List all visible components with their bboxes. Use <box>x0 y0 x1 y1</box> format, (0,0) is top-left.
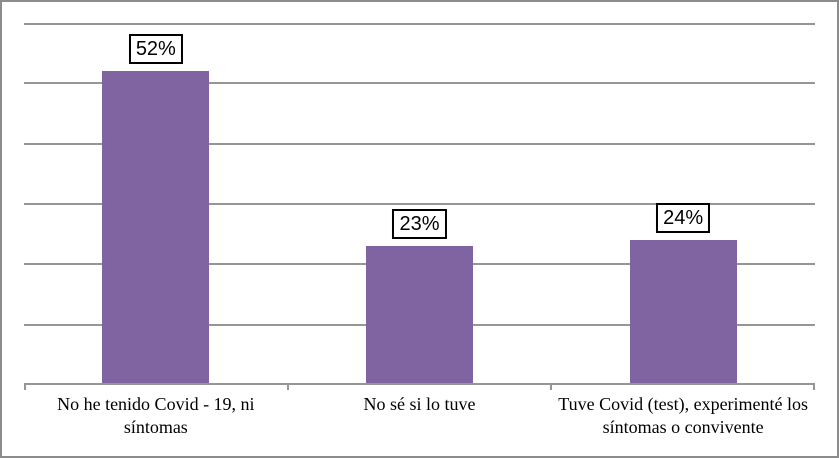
data-label: 24% <box>663 207 704 230</box>
axis-tick <box>286 385 289 390</box>
axis-tick <box>813 385 815 390</box>
bar-no-se: 23% <box>365 209 473 385</box>
gridline <box>24 142 815 145</box>
data-label-box: 52% <box>128 34 183 65</box>
axis-tick <box>24 385 26 390</box>
gridline <box>24 82 815 85</box>
bar-group-no-covid: 52% <box>24 23 288 385</box>
x-axis-line <box>24 383 815 385</box>
gridline <box>24 203 815 205</box>
plot-area: 52% 23% 24% <box>24 23 815 390</box>
data-label: 23% <box>399 213 440 236</box>
bar-no-covid: 52% <box>102 34 210 385</box>
data-label-box: 24% <box>656 203 711 234</box>
bar-tuve-covid: 24% <box>629 203 737 385</box>
x-axis-category-labels: No he tenido Covid - 19, ni síntomas No … <box>24 393 815 439</box>
bar-group-tuve-covid: 24% <box>551 23 815 385</box>
axis-tick <box>550 385 553 390</box>
bar-series: 52% 23% 24% <box>24 23 815 385</box>
gridline <box>24 23 815 25</box>
data-label-box: 23% <box>392 209 447 240</box>
category-label-tuve-covid: Tuve Covid (test), experimenté los sínto… <box>558 394 809 437</box>
bar-group-no-se: 23% <box>288 23 552 385</box>
data-label: 52% <box>135 38 176 61</box>
category-label-no-se: No sé si lo tuve <box>363 394 476 414</box>
category-label-no-covid: No he tenido Covid - 19, ni síntomas <box>57 394 255 437</box>
